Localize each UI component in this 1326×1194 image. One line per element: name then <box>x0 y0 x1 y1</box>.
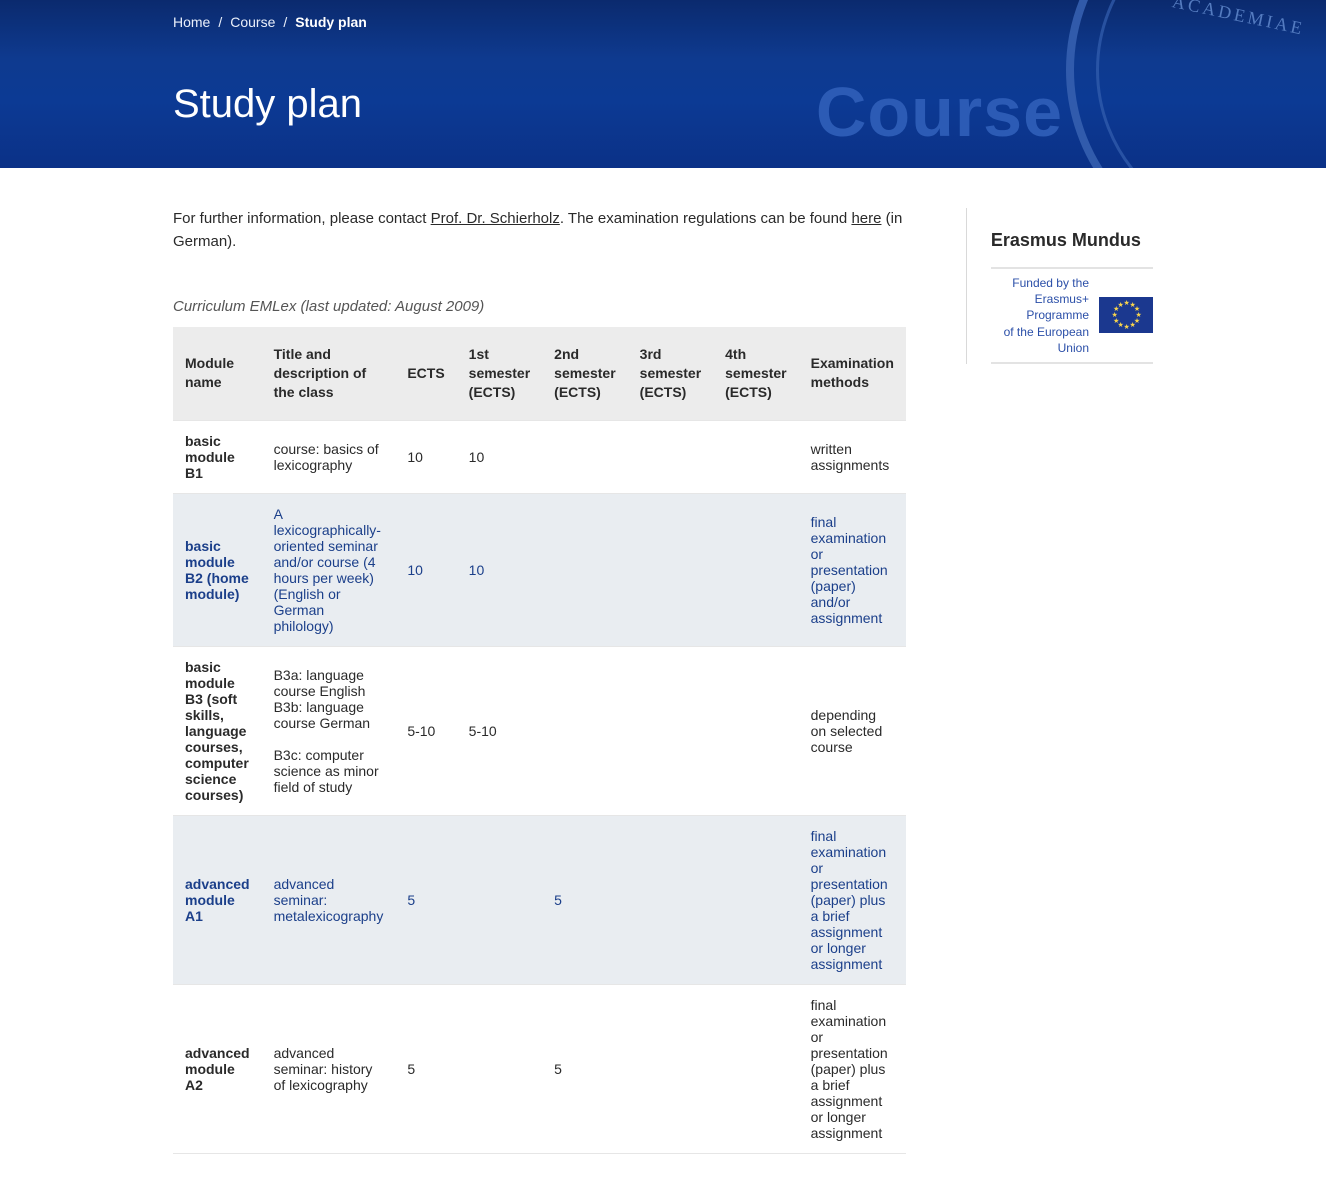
intro-prefix: For further information, please contact <box>173 210 431 227</box>
td-ects: 10 <box>395 493 456 646</box>
td-title: course: basics of lexicography <box>262 420 396 493</box>
td-sem3 <box>628 815 713 984</box>
td-sem1: 10 <box>457 420 543 493</box>
funding-line3: of the European Union <box>1004 325 1089 355</box>
td-sem1: 5-10 <box>457 646 543 815</box>
contact-link[interactable]: Prof. Dr. Schierholz <box>431 210 560 227</box>
td-sem3 <box>628 984 713 1153</box>
table-row: advanced module A2advanced seminar: hist… <box>173 984 906 1153</box>
breadcrumb-sep: / <box>218 14 222 30</box>
td-module: basic module B1 <box>173 420 262 493</box>
td-sem2 <box>542 493 628 646</box>
table-row: basic module B3 (soft skills, language c… <box>173 646 906 815</box>
td-sem4 <box>713 984 799 1153</box>
breadcrumb: Home / Course / Study plan <box>173 14 1153 30</box>
breadcrumb-sep: / <box>283 14 287 30</box>
eu-flag-icon: ★★★★★★★★★★★★ <box>1099 297 1153 333</box>
td-sem1: 10 <box>457 493 543 646</box>
td-ects: 10 <box>395 420 456 493</box>
eu-star-icon: ★ <box>1118 303 1123 308</box>
sidebar: Erasmus Mundus Funded by the Erasmus+ Pr… <box>966 208 1153 364</box>
eu-star-icon: ★ <box>1112 313 1117 318</box>
funding-line2: Erasmus+ Programme <box>1026 292 1089 322</box>
hero-banner: ACADEMIAE Home / Course / Study plan Stu… <box>0 0 1326 168</box>
funding-badge: Funded by the Erasmus+ Programme of the … <box>991 267 1153 364</box>
seal-text: ACADEMIAE <box>1170 0 1306 40</box>
td-exam: final examination or presentation (paper… <box>799 984 906 1153</box>
td-sem3 <box>628 646 713 815</box>
td-ects: 5 <box>395 815 456 984</box>
th-module: Module name <box>173 327 262 420</box>
th-sem3: 3rd semester (ECTS) <box>628 327 713 420</box>
main-content: For further information, please contact … <box>173 208 906 1154</box>
eu-star-icon: ★ <box>1124 301 1129 306</box>
funding-line1: Funded by the <box>1012 276 1089 290</box>
eu-star-icon: ★ <box>1124 325 1129 330</box>
intro-paragraph: For further information, please contact … <box>173 208 906 253</box>
table-row: advanced module A1advanced seminar: meta… <box>173 815 906 984</box>
td-title: B3a: language course English B3b: langua… <box>262 646 396 815</box>
breadcrumb-course[interactable]: Course <box>230 14 275 30</box>
td-sem1 <box>457 815 543 984</box>
td-module: basic module B2 (home module) <box>173 493 262 646</box>
curriculum-note: Curriculum EMLex (last updated: August 2… <box>173 298 906 315</box>
intro-mid: . The examination regulations can be fou… <box>560 210 852 227</box>
td-sem2: 5 <box>542 984 628 1153</box>
td-sem2 <box>542 646 628 815</box>
td-module: advanced module A1 <box>173 815 262 984</box>
page-title: Study plan <box>173 82 1153 127</box>
curriculum-table: Module name Title and description of the… <box>173 327 906 1154</box>
td-ects: 5 <box>395 984 456 1153</box>
eu-star-icon: ★ <box>1113 319 1118 324</box>
sidebar-title: Erasmus Mundus <box>991 230 1153 251</box>
td-sem4 <box>713 493 799 646</box>
table-row: basic module B1course: basics of lexicog… <box>173 420 906 493</box>
td-title: advanced seminar: metalexicography <box>262 815 396 984</box>
td-title: A lexicographically-oriented seminar and… <box>262 493 396 646</box>
th-ects: ECTS <box>395 327 456 420</box>
td-sem3 <box>628 420 713 493</box>
td-sem4 <box>713 815 799 984</box>
td-sem3 <box>628 493 713 646</box>
td-module: advanced module A2 <box>173 984 262 1153</box>
td-exam: final examination or presentation (paper… <box>799 815 906 984</box>
th-sem2: 2nd semester (ECTS) <box>542 327 628 420</box>
td-exam: written assignments <box>799 420 906 493</box>
td-exam: depending on selected course <box>799 646 906 815</box>
td-sem2: 5 <box>542 815 628 984</box>
funding-text: Funded by the Erasmus+ Programme of the … <box>991 275 1089 356</box>
td-title: advanced seminar: history of lexicograph… <box>262 984 396 1153</box>
td-ects: 5-10 <box>395 646 456 815</box>
td-sem1 <box>457 984 543 1153</box>
th-sem4: 4th semester (ECTS) <box>713 327 799 420</box>
th-sem1: 1st semester (ECTS) <box>457 327 543 420</box>
td-exam: final examination or presentation (paper… <box>799 493 906 646</box>
breadcrumb-current: Study plan <box>295 14 367 30</box>
td-module: basic module B3 (soft skills, language c… <box>173 646 262 815</box>
td-sem2 <box>542 420 628 493</box>
th-exam: Examination methods <box>799 327 906 420</box>
td-sem4 <box>713 420 799 493</box>
eu-star-icon: ★ <box>1130 323 1135 328</box>
th-title: Title and description of the class <box>262 327 396 420</box>
table-header-row: Module name Title and description of the… <box>173 327 906 420</box>
regulations-link[interactable]: here <box>851 210 881 227</box>
td-sem4 <box>713 646 799 815</box>
breadcrumb-home[interactable]: Home <box>173 14 210 30</box>
table-row: basic module B2 (home module)A lexicogra… <box>173 493 906 646</box>
